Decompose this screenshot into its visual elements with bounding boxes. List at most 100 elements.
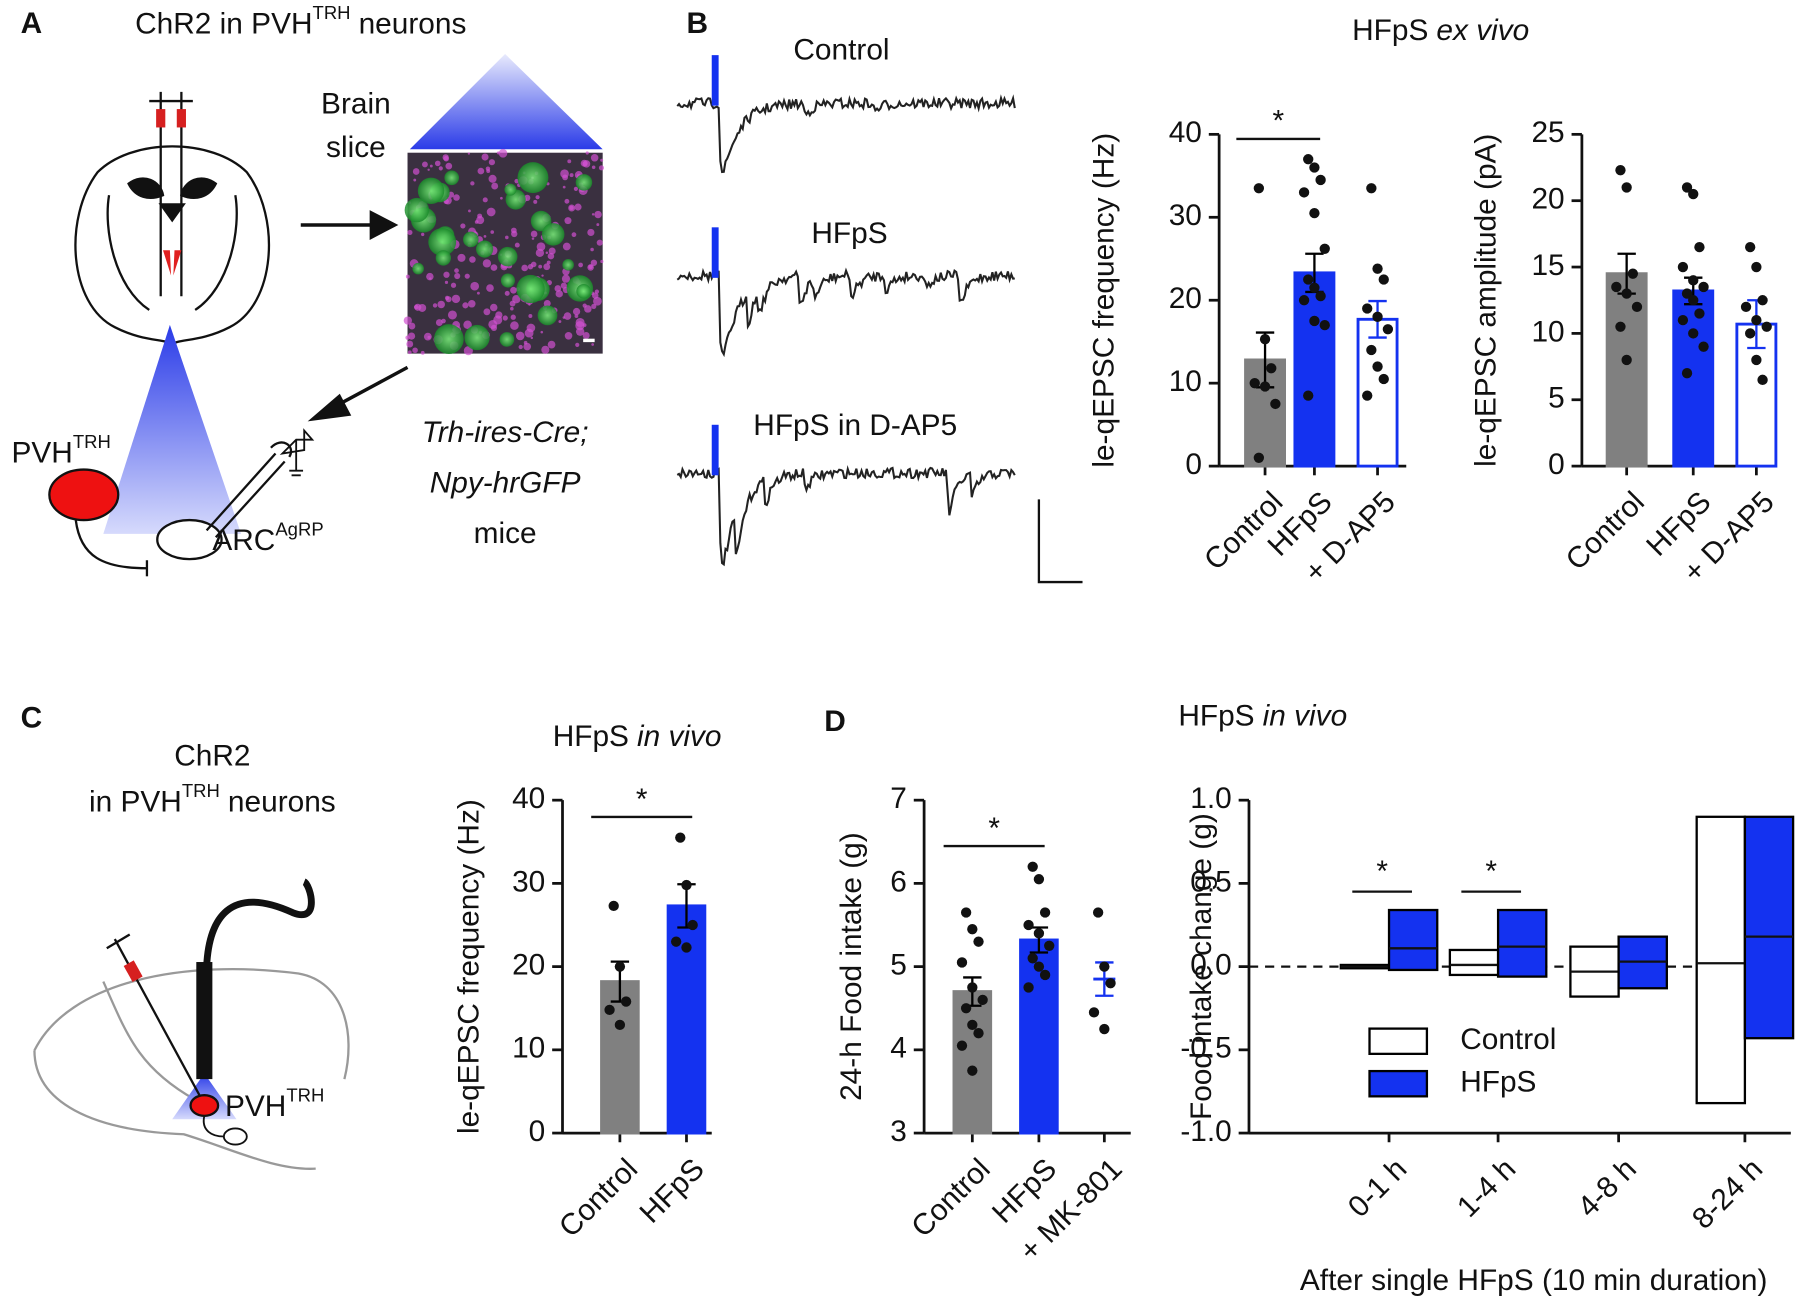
data-point [1382, 324, 1394, 335]
micro-fiber [420, 350, 425, 355]
data-point [960, 907, 972, 918]
micro-fiber [468, 209, 471, 213]
panel-heading: HFpS ex vivo [1352, 14, 1529, 47]
range-bar [1448, 948, 1500, 977]
data-point [1315, 290, 1326, 302]
y-tick-label: 20 [1169, 282, 1202, 315]
panel-title-part: TRH [313, 2, 351, 23]
micro-fiber [485, 166, 491, 171]
micro-fiber [543, 263, 551, 271]
micro-fiber [460, 223, 466, 229]
significance-label: * [988, 812, 1000, 845]
data-point [1681, 288, 1693, 299]
micro-fiber [441, 318, 446, 324]
data-point [1027, 861, 1038, 872]
data-point [1615, 321, 1626, 332]
micro-cell [562, 259, 574, 271]
light-cone [103, 324, 242, 534]
data-point [1621, 182, 1632, 193]
micro-fiber [590, 154, 599, 162]
micro-fiber [546, 260, 551, 265]
x-tick-label: Control [1560, 485, 1651, 576]
micro-fiber [413, 304, 419, 310]
micro-fiber [490, 230, 495, 234]
panel-heading: HFpS in vivo [553, 720, 722, 753]
micro-fiber [432, 303, 438, 308]
data-point [1303, 390, 1314, 401]
micro-fiber [571, 232, 577, 238]
data-point [1621, 288, 1632, 299]
chart: 0 10 20 30 40 le-qEPSC frequency (Hz) ControlH… [453, 782, 712, 1244]
micro-fiber [574, 203, 582, 211]
trace-label: HFpS [811, 217, 887, 250]
brain-outline [33, 968, 350, 1170]
micro-fiber [408, 322, 416, 330]
amplifier [279, 428, 315, 477]
micro-fiber [582, 332, 590, 340]
y-axis-label: Food intake change (g) [1185, 813, 1218, 1120]
data-point [1757, 374, 1768, 386]
range-bar [1387, 908, 1439, 972]
micro-fiber [593, 296, 602, 306]
data-point [967, 1065, 978, 1076]
micro-fiber [453, 194, 460, 201]
data-point [1366, 344, 1377, 356]
data-point [1698, 281, 1709, 293]
micro-fiber [422, 161, 428, 168]
mouse-line: mice [474, 517, 537, 550]
virus [156, 109, 166, 128]
data-point [1033, 928, 1045, 939]
construct-label-part: neurons [228, 785, 336, 818]
micro-fiber [585, 151, 589, 155]
data-point [1253, 183, 1265, 194]
pvh-neuron [189, 1094, 220, 1117]
micro-fiber [530, 336, 534, 340]
slice-label: slice [326, 131, 386, 164]
micro-fiber [469, 256, 476, 263]
significance-label: * [636, 783, 648, 816]
micro-fiber [438, 166, 443, 171]
micro-fiber [403, 316, 412, 325]
y-tick-label: 10 [512, 1032, 545, 1065]
data-point [1621, 354, 1632, 366]
neuron-label: PVHTRH [225, 1084, 324, 1122]
legend-label: Control [1460, 1023, 1556, 1056]
micro-fiber [510, 306, 514, 311]
axon [74, 519, 147, 570]
micro-fiber [447, 310, 457, 320]
micro-fiber [510, 321, 519, 330]
current-trace [676, 267, 1015, 358]
micro-fiber [445, 162, 453, 170]
micro-fiber [584, 305, 592, 313]
construct-label-part: in PVH [89, 785, 182, 818]
y-axis-label: 24-h Food intake (g) [835, 832, 868, 1101]
data-point [1099, 1023, 1110, 1035]
micro-fiber [596, 223, 600, 227]
micro-fiber [504, 290, 510, 296]
micro-fiber [498, 149, 508, 158]
micro-cell [433, 324, 464, 354]
data-point [1372, 361, 1383, 372]
micro-fiber [407, 332, 416, 340]
micro-fiber [509, 300, 516, 307]
micro-fiber [533, 199, 538, 204]
data-point [1044, 940, 1055, 951]
data-point [1309, 162, 1320, 173]
micro-fiber [521, 264, 529, 272]
data-point [1270, 398, 1281, 410]
neuron-label-part: ARC [212, 524, 275, 557]
micro-fiber [477, 213, 483, 219]
micro-cell [537, 305, 558, 326]
significance-label: * [1272, 105, 1284, 138]
neuron-label: ARCAgRP [212, 518, 323, 556]
panel-heading-part: ex vivo [1436, 14, 1529, 47]
data-point [1745, 328, 1756, 339]
y-tick-label: 3 [890, 1115, 907, 1148]
scale-bar [583, 338, 595, 343]
micro-fiber [587, 228, 595, 236]
legend-swatch [1368, 1027, 1429, 1056]
data-point [960, 1003, 972, 1014]
micro-fiber [470, 281, 480, 291]
data-point [967, 1019, 978, 1031]
